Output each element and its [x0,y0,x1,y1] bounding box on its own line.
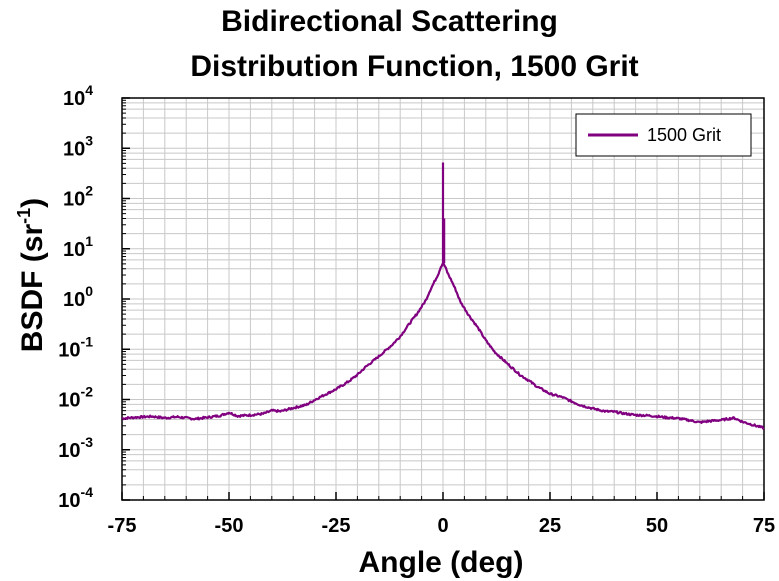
y-tick-label-exponent: 3 [85,132,93,148]
legend-label: 1500 Grit [647,125,721,145]
y-tick-label-base: 10 [63,289,85,311]
y-tick-label: 104 [63,82,93,110]
y-tick-label: 102 [63,183,93,211]
y-tick-label-base: 10 [58,390,80,412]
x-tick-label: 0 [437,515,448,537]
y-tick-label-base: 10 [63,138,85,160]
x-tick-label: -50 [215,515,244,537]
x-tick-labels: -75 -50 -25 0 25 50 75 [108,515,776,537]
y-axis-label: BSDF (sr-1) [14,198,49,352]
chart-title-line-1: Bidirectional Scattering [221,5,558,38]
y-tick-label: 100 [63,283,93,311]
x-tick-label: 25 [539,515,561,537]
y-tick-label: 10-1 [58,333,93,361]
x-tick-label: 50 [646,515,668,537]
y-tick-label-base: 10 [58,490,80,512]
y-tick-label-exponent: 1 [85,233,93,249]
chart-title-line-2: Distribution Function, 1500 Grit [190,50,639,83]
y-tick-label: 103 [63,132,93,160]
y-tick-label-exponent: 0 [85,283,93,299]
y-tick-label-exponent: 2 [85,183,93,199]
y-tick-label: 10-4 [58,484,93,512]
legend-box [575,113,752,157]
y-tick-label-base: 10 [63,88,85,110]
y-tick-label-base: 10 [63,189,85,211]
y-tick-label-base: 10 [63,239,85,261]
y-tick-label-exponent: -4 [81,484,94,500]
series-line [121,262,765,430]
series-group [121,162,765,430]
y-tick-label: 10-3 [58,434,93,462]
y-tick-label-exponent: -3 [81,434,94,450]
y-tick-label-exponent: -1 [81,333,94,349]
y-tick-label: 10-2 [58,384,93,412]
y-tick-label-exponent: -2 [81,384,94,400]
x-axis-label: Angle (deg) [359,546,524,579]
legend: 1500 Grit [575,113,752,157]
y-axis-label-sup: -1 [14,208,34,224]
x-tick-label: -75 [108,515,137,537]
y-tick-label: 101 [63,233,93,261]
y-axis-label-main: BSDF (sr [16,224,49,353]
x-tick-label: -25 [322,515,351,537]
y-tick-label-base: 10 [58,339,80,361]
y-tick-label-exponent: 4 [85,82,93,98]
y-tick-label-base: 10 [58,440,80,462]
y-axis-label-close: ) [16,198,49,208]
x-tick-label: 75 [753,515,775,537]
grid-lines [122,98,764,500]
